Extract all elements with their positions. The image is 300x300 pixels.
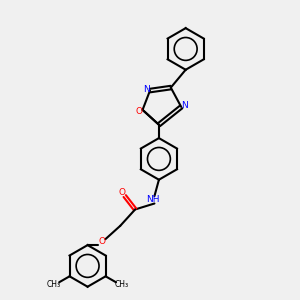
Text: O: O	[118, 188, 125, 197]
Text: CH₃: CH₃	[47, 280, 61, 289]
Text: NH: NH	[146, 195, 160, 204]
Text: CH₃: CH₃	[114, 280, 128, 289]
Text: O: O	[98, 237, 105, 246]
Text: O: O	[136, 107, 142, 116]
Text: N: N	[143, 85, 150, 94]
Text: N: N	[182, 101, 188, 110]
